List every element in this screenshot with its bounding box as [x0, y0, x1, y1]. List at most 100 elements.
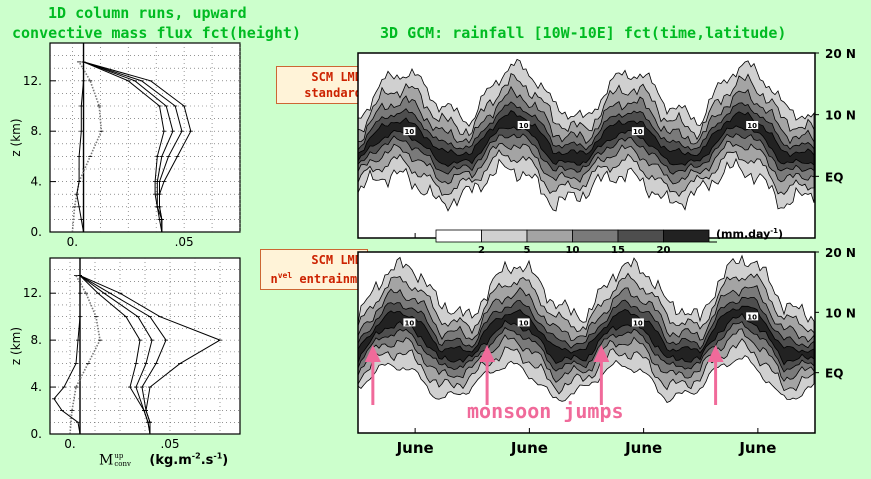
scm-label-top: SCM LMD standard [276, 66, 368, 104]
series-line-profile-3 [83, 61, 174, 232]
left-title-line2: convective mass flux fct(height) [12, 24, 301, 42]
units-mid: .s [200, 453, 214, 469]
cb-units-post: ) [778, 227, 784, 241]
y-axis-label: z (km) [9, 118, 23, 156]
latitude-label: EQ [825, 170, 843, 184]
colorbar-segment-3 [526, 229, 573, 243]
scm-bottom-n: n [270, 272, 278, 286]
scm-bottom-mid: entrainm [292, 272, 358, 286]
monsoon-arrows [364, 345, 724, 405]
profile-panel-1: 0. 4. 8. 12. 0. .05 z (km) [9, 42, 241, 249]
units-post: ) [222, 453, 229, 469]
units-exp1: -2 [191, 452, 201, 461]
monsoon-jumps-label: monsoon jumps [467, 399, 624, 423]
rain-band-level-5 [357, 109, 815, 167]
latitude-label: 10 N [825, 109, 856, 123]
colorbar-level-label: 20 [657, 245, 671, 256]
contour-label-bg [746, 312, 759, 321]
month-label-june-4: June [738, 439, 776, 457]
series-line-near-zero-profile [76, 61, 84, 233]
rainfall-heatmaps: 10 10 10 10 20 N 10 N EQ 10 10 10 10 20 N 10 N EQ June… [357, 47, 856, 457]
profile-panel-2: 0. 4. 8. 12. 0. .05 z (km) [9, 257, 241, 451]
scm-bottom-line1: SCM LMD [311, 253, 362, 267]
profile-frame [49, 42, 241, 233]
monsoon-arrow-4 [707, 345, 724, 405]
y-tick-label: 8. [31, 333, 42, 347]
colorbar-segment-2 [481, 229, 528, 243]
y-tick-label: 4. [31, 380, 42, 394]
cb-units-exp: -1 [770, 227, 779, 235]
contour-label-bg [746, 121, 759, 129]
x-tick-label: 0. [67, 235, 78, 249]
y-tick-label: 4. [31, 175, 42, 189]
arrow-head [707, 345, 724, 362]
colorbar-level-label: 2 [478, 245, 485, 256]
arrow-head [593, 345, 610, 362]
contour-label: 10 [519, 122, 529, 130]
latitude-label: 20 N [825, 47, 856, 61]
heatmap-new-entrainment: 10 10 10 10 20 N 10 N EQ [357, 246, 856, 434]
mconv-sub: conv [114, 460, 131, 469]
colorbar-segment-4 [572, 229, 619, 243]
contour-label: 10 [519, 319, 529, 327]
colorbar-units: (mm.day-1) [716, 227, 783, 241]
heatmap-standard: 10 10 10 10 20 N 10 N EQ [357, 47, 856, 239]
contour-label-bg [403, 127, 416, 136]
contour-label-bg [403, 318, 416, 327]
month-label-june-2: June [510, 439, 548, 457]
y-tick-label: 0. [31, 225, 42, 239]
y-tick-label: 8. [31, 124, 42, 138]
colorbar-level-label: 5 [524, 245, 531, 256]
scm-bottom-sup1: vel [277, 271, 293, 280]
monsoon-arrow-3 [593, 345, 610, 405]
arrow-head [479, 345, 496, 362]
colorbar-level-label: 15 [611, 245, 625, 256]
colorbar-segment-5 [617, 229, 664, 243]
contour-label: 10 [405, 128, 415, 136]
contour-label-bg [517, 318, 530, 327]
right-title: 3D GCM: rainfall [10W-10E] fct(time,lati… [380, 24, 787, 42]
x-tick-label: .05 [175, 235, 194, 249]
series-line-entraining-profile [71, 61, 103, 233]
contour-label: 10 [633, 128, 643, 136]
month-label-june-1: June [396, 439, 434, 457]
scm-top-line2: standard [304, 86, 362, 100]
latitude-label: 10 N [825, 306, 856, 320]
rain-band-level-5 [357, 305, 815, 366]
y-tick-label: 12. [23, 286, 42, 300]
monsoon-arrow-2 [479, 345, 496, 405]
units-exp2: -1 [213, 452, 223, 461]
scm-label-bottom: SCM LMD nvel entrainmt [260, 249, 368, 290]
heatmap-frame [357, 251, 816, 434]
series-line-near-zero-profile [53, 275, 81, 435]
x-tick-label: 0. [64, 437, 75, 451]
scm-top-line1: SCM LMD [311, 70, 362, 84]
left-title-line1: 1D column runs, upward [48, 4, 247, 22]
series-line-entraining-profile [69, 275, 101, 435]
profile-plots: 0. 4. 8. 12. 0. .05 z (km) 0. 4. 8. 12. 0. .05 z (km) [9, 42, 241, 451]
mconv-main: M [99, 452, 114, 469]
colorbar: 2 5 10 15 20 [435, 229, 717, 256]
contour-label-bg [631, 127, 644, 136]
contour-label: 10 [747, 122, 757, 130]
series-line-profile-4 [83, 61, 165, 233]
y-tick-label: 12. [23, 74, 42, 88]
cb-units-pre: (mm.day [716, 227, 771, 241]
latitude-label: 20 N [825, 246, 856, 260]
y-tick-label: 0. [31, 427, 42, 441]
month-label-june-3: June [624, 439, 662, 457]
units-pre: (kg.m [149, 453, 192, 469]
contour-label: 10 [633, 319, 643, 327]
contour-label-bg [631, 318, 644, 327]
monsoon-arrow-1 [364, 345, 381, 405]
mconv-sup: up [114, 452, 124, 461]
colorbar-segment-1 [435, 229, 482, 243]
series-line-profile-2 [83, 61, 183, 232]
contour-label: 10 [747, 313, 757, 321]
colorbar-level-label: 10 [566, 245, 580, 256]
y-axis-label: z (km) [9, 327, 23, 365]
contour-label-bg [517, 121, 530, 129]
x-tick-label: .05 [160, 437, 179, 451]
colorbar-segment-6 [663, 229, 710, 243]
